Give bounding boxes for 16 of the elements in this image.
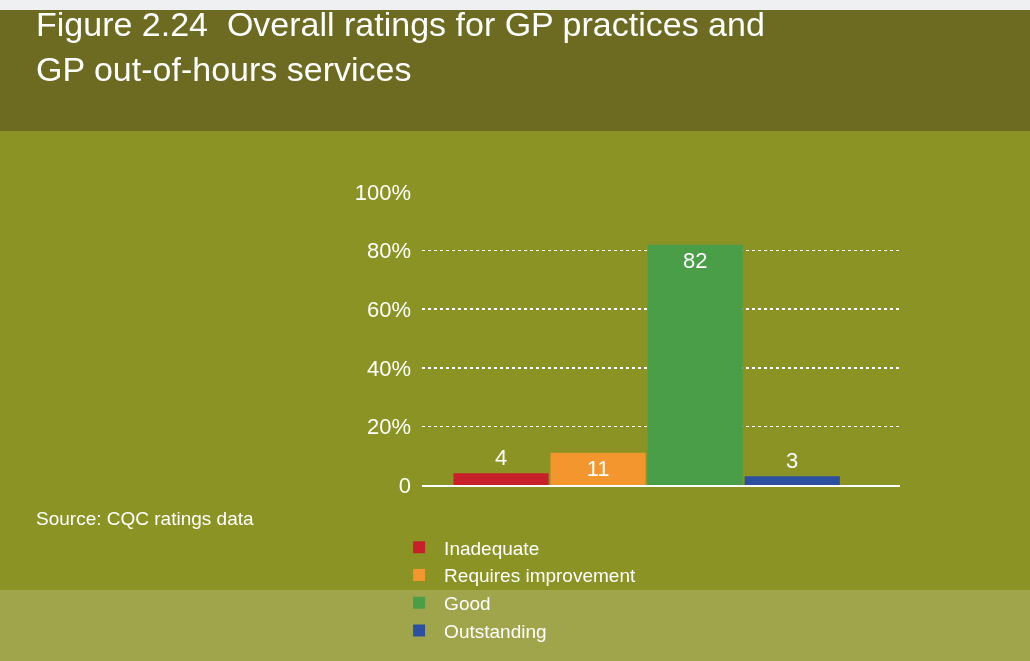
legend-label: Requires improvement [444,565,636,587]
y-tick-label: 0 [398,472,411,498]
legend-label: Outstanding [444,620,547,642]
data-label: 3 [786,448,799,474]
data-label: 11 [586,455,610,481]
legend-label: Inadequate [444,537,540,559]
source-note: Source: CQC ratings data [36,508,254,529]
y-tick-label: 100% [354,179,411,205]
data-label: 82 [682,247,708,273]
chart-title: Figure 2.24 Overall ratings for GP practices and GP out-of-hours services [36,5,765,88]
y-tick-label: 20% [366,414,411,440]
data-label: 4 [494,445,508,471]
y-tick-label: 80% [366,238,411,264]
y-tick-label: 40% [366,355,411,381]
y-tick-label: 60% [366,296,411,322]
legend-label: Good [444,593,491,615]
